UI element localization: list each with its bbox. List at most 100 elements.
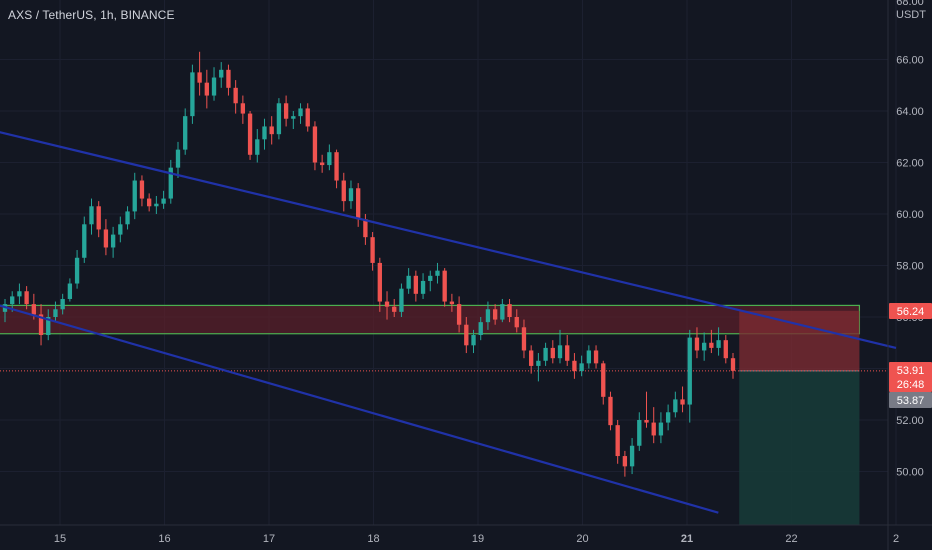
candle-body bbox=[572, 360, 577, 372]
candle bbox=[204, 69, 209, 109]
candle bbox=[118, 216, 123, 243]
candle-body bbox=[370, 237, 375, 263]
candle bbox=[464, 317, 469, 354]
candle-body bbox=[132, 180, 137, 212]
candle-body bbox=[730, 358, 736, 371]
date-tick-label: 16 bbox=[158, 533, 170, 545]
trend-channel[interactable] bbox=[0, 23, 897, 514]
stop-price-text: 53.87 bbox=[897, 395, 925, 407]
candle-body bbox=[60, 298, 65, 310]
candle bbox=[709, 329, 714, 354]
candle-body bbox=[312, 126, 318, 163]
date-tick-label: 17 bbox=[263, 533, 275, 545]
candle-body bbox=[89, 206, 94, 225]
candle bbox=[485, 301, 491, 330]
candle-body bbox=[348, 188, 354, 202]
candle-body bbox=[283, 103, 289, 119]
candle bbox=[161, 190, 166, 209]
channel-lower-line[interactable] bbox=[0, 211, 719, 514]
date-tick-label: 2 bbox=[893, 533, 899, 545]
candle bbox=[500, 298, 505, 323]
candle bbox=[529, 345, 534, 374]
candle-body bbox=[334, 152, 339, 181]
candle bbox=[536, 353, 541, 382]
candle-body bbox=[74, 257, 80, 284]
candle bbox=[428, 270, 433, 292]
candle bbox=[190, 64, 195, 124]
candle bbox=[586, 345, 592, 369]
candle-body bbox=[644, 420, 649, 423]
candle-body bbox=[262, 126, 267, 140]
candle bbox=[276, 98, 282, 140]
candle-body bbox=[291, 116, 296, 119]
price-tick-label: 58.00 bbox=[896, 261, 924, 273]
candle-body bbox=[485, 309, 491, 323]
candle-body bbox=[38, 314, 44, 336]
candle bbox=[154, 195, 159, 214]
time-axis[interactable]: 15 16 17 18 19 20 21 22 2 bbox=[54, 533, 899, 545]
candle-body bbox=[204, 82, 209, 96]
zone-price-badge bbox=[889, 303, 932, 319]
candle-body bbox=[96, 206, 101, 230]
candle-body bbox=[125, 211, 130, 225]
candle bbox=[507, 298, 512, 323]
candle bbox=[89, 198, 94, 235]
candle-body bbox=[118, 224, 123, 235]
candle-body bbox=[723, 340, 728, 359]
candle-body bbox=[435, 270, 440, 276]
last-price-text: 53.91 bbox=[897, 365, 925, 377]
candle-body bbox=[31, 304, 36, 315]
candle bbox=[312, 121, 318, 171]
candle-body bbox=[529, 350, 534, 366]
candle-body bbox=[255, 139, 260, 155]
candle bbox=[723, 335, 728, 364]
candle-body bbox=[702, 342, 707, 351]
candle bbox=[716, 327, 721, 356]
candle bbox=[665, 404, 671, 431]
candle bbox=[183, 108, 188, 155]
candle bbox=[680, 386, 685, 413]
candle-body bbox=[658, 422, 664, 436]
candle bbox=[255, 129, 260, 163]
candle-body bbox=[543, 347, 548, 361]
candle-body bbox=[298, 108, 303, 117]
candle bbox=[658, 412, 664, 444]
candle bbox=[730, 353, 736, 379]
candle bbox=[413, 270, 419, 302]
channel-upper-line[interactable] bbox=[0, 23, 897, 349]
date-tick-label: 21 bbox=[681, 533, 693, 545]
candle bbox=[550, 340, 555, 364]
candle-body bbox=[536, 360, 541, 366]
candle bbox=[435, 262, 440, 284]
candle-body bbox=[478, 322, 483, 336]
candle bbox=[24, 286, 29, 310]
candle bbox=[622, 450, 628, 477]
candle-body bbox=[507, 304, 512, 317]
candle-body bbox=[82, 224, 87, 258]
candle-body bbox=[190, 72, 195, 117]
candle bbox=[247, 111, 253, 160]
candle bbox=[233, 80, 238, 114]
candle bbox=[197, 51, 202, 96]
candle-body bbox=[384, 301, 390, 307]
stop-price-badge bbox=[889, 392, 932, 408]
price-tick-label: 50.00 bbox=[896, 467, 924, 479]
candle bbox=[673, 391, 678, 418]
candle-body bbox=[687, 337, 692, 405]
candle-body bbox=[565, 345, 570, 361]
candle bbox=[125, 206, 130, 230]
candle-body bbox=[377, 262, 382, 302]
candle-body bbox=[276, 103, 282, 135]
candle bbox=[74, 250, 80, 289]
chart-legend: AXS / TetherUS, 1h, BINANCE bbox=[8, 8, 175, 22]
candle bbox=[334, 149, 339, 189]
date-tick-label: 20 bbox=[576, 533, 588, 545]
candle-body bbox=[240, 103, 246, 114]
candle bbox=[348, 180, 354, 209]
price-tick-label: 62.00 bbox=[896, 158, 924, 170]
candle-body bbox=[197, 72, 202, 83]
candle-body bbox=[392, 306, 397, 312]
candle-body bbox=[183, 116, 188, 150]
candle bbox=[175, 141, 181, 178]
